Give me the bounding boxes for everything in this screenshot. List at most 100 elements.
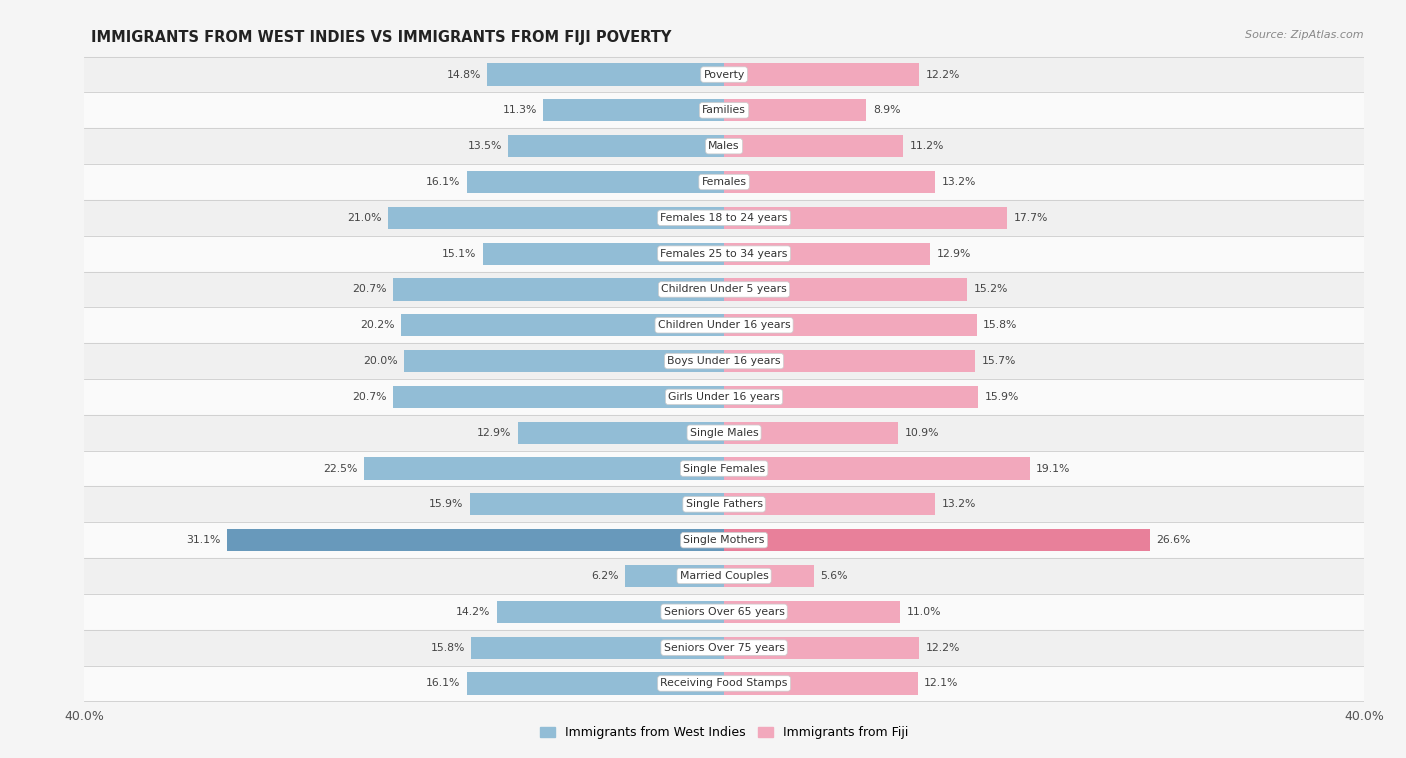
Text: 14.8%: 14.8% — [447, 70, 481, 80]
Text: 6.2%: 6.2% — [591, 571, 619, 581]
Bar — [724, 350, 976, 372]
Bar — [226, 529, 724, 551]
Bar — [724, 457, 1029, 480]
Text: 15.8%: 15.8% — [983, 321, 1018, 330]
Text: 11.3%: 11.3% — [502, 105, 537, 115]
Bar — [84, 164, 1364, 200]
Bar — [488, 64, 724, 86]
Text: 26.6%: 26.6% — [1156, 535, 1191, 545]
Bar — [84, 451, 1364, 487]
Text: 15.9%: 15.9% — [984, 392, 1019, 402]
Text: 13.5%: 13.5% — [467, 141, 502, 151]
Bar — [84, 307, 1364, 343]
Text: 12.9%: 12.9% — [936, 249, 972, 258]
Bar — [84, 666, 1364, 701]
Text: 5.6%: 5.6% — [820, 571, 848, 581]
Bar — [84, 200, 1364, 236]
Bar — [364, 457, 724, 480]
Bar — [724, 493, 935, 515]
Text: IMMIGRANTS FROM WEST INDIES VS IMMIGRANTS FROM FIJI POVERTY: IMMIGRANTS FROM WEST INDIES VS IMMIGRANT… — [91, 30, 672, 45]
Text: Single Mothers: Single Mothers — [683, 535, 765, 545]
Bar — [84, 487, 1364, 522]
Text: 17.7%: 17.7% — [1014, 213, 1047, 223]
Text: 12.2%: 12.2% — [925, 70, 960, 80]
Bar — [724, 278, 967, 301]
Bar — [624, 565, 724, 587]
Legend: Immigrants from West Indies, Immigrants from Fiji: Immigrants from West Indies, Immigrants … — [534, 722, 914, 744]
Text: Females 18 to 24 years: Females 18 to 24 years — [661, 213, 787, 223]
Text: Married Couples: Married Couples — [679, 571, 769, 581]
Text: 8.9%: 8.9% — [873, 105, 900, 115]
Text: Children Under 5 years: Children Under 5 years — [661, 284, 787, 294]
Bar — [84, 594, 1364, 630]
Text: Females: Females — [702, 177, 747, 187]
Bar — [84, 236, 1364, 271]
Text: 22.5%: 22.5% — [323, 464, 359, 474]
Text: 16.1%: 16.1% — [426, 678, 460, 688]
Text: Boys Under 16 years: Boys Under 16 years — [668, 356, 780, 366]
Text: 19.1%: 19.1% — [1036, 464, 1070, 474]
Bar — [471, 637, 724, 659]
Bar — [517, 421, 724, 444]
Text: 15.1%: 15.1% — [441, 249, 477, 258]
Text: Families: Families — [702, 105, 747, 115]
Text: 15.2%: 15.2% — [973, 284, 1008, 294]
Bar — [724, 171, 935, 193]
Text: 10.9%: 10.9% — [905, 428, 939, 437]
Bar — [84, 630, 1364, 666]
Bar — [482, 243, 724, 265]
Text: 12.2%: 12.2% — [925, 643, 960, 653]
Text: Seniors Over 65 years: Seniors Over 65 years — [664, 607, 785, 617]
Bar — [84, 343, 1364, 379]
Text: 31.1%: 31.1% — [186, 535, 221, 545]
Text: 20.0%: 20.0% — [363, 356, 398, 366]
Bar — [84, 379, 1364, 415]
Text: Males: Males — [709, 141, 740, 151]
Text: 20.2%: 20.2% — [360, 321, 395, 330]
Bar — [724, 386, 979, 408]
Text: 20.7%: 20.7% — [352, 392, 387, 402]
Text: 21.0%: 21.0% — [347, 213, 382, 223]
Bar — [724, 99, 866, 121]
Bar — [405, 350, 724, 372]
Bar — [724, 672, 918, 694]
Text: Single Fathers: Single Fathers — [686, 500, 762, 509]
Bar — [84, 92, 1364, 128]
Bar — [467, 171, 724, 193]
Bar — [84, 128, 1364, 164]
Text: Source: ZipAtlas.com: Source: ZipAtlas.com — [1246, 30, 1364, 40]
Text: Receiving Food Stamps: Receiving Food Stamps — [661, 678, 787, 688]
Bar — [84, 271, 1364, 307]
Text: 15.8%: 15.8% — [430, 643, 465, 653]
Text: 15.9%: 15.9% — [429, 500, 464, 509]
Text: 11.0%: 11.0% — [907, 607, 941, 617]
Text: Single Females: Single Females — [683, 464, 765, 474]
Bar — [724, 243, 931, 265]
Text: 16.1%: 16.1% — [426, 177, 460, 187]
Text: 13.2%: 13.2% — [942, 177, 976, 187]
Text: 14.2%: 14.2% — [456, 607, 491, 617]
Bar — [724, 565, 814, 587]
Bar — [470, 493, 724, 515]
Text: 12.9%: 12.9% — [477, 428, 512, 437]
Bar — [724, 314, 977, 337]
Text: 20.7%: 20.7% — [352, 284, 387, 294]
Text: 12.1%: 12.1% — [924, 678, 959, 688]
Text: 15.7%: 15.7% — [981, 356, 1017, 366]
Bar — [543, 99, 724, 121]
Text: Children Under 16 years: Children Under 16 years — [658, 321, 790, 330]
Bar — [401, 314, 724, 337]
Text: Seniors Over 75 years: Seniors Over 75 years — [664, 643, 785, 653]
Text: 11.2%: 11.2% — [910, 141, 943, 151]
Bar — [84, 57, 1364, 92]
Bar — [724, 600, 900, 623]
Bar — [496, 600, 724, 623]
Bar — [388, 207, 724, 229]
Bar — [84, 415, 1364, 451]
Bar — [724, 421, 898, 444]
Bar — [724, 207, 1007, 229]
Text: Poverty: Poverty — [703, 70, 745, 80]
Bar — [84, 522, 1364, 558]
Bar — [724, 135, 903, 158]
Text: Girls Under 16 years: Girls Under 16 years — [668, 392, 780, 402]
